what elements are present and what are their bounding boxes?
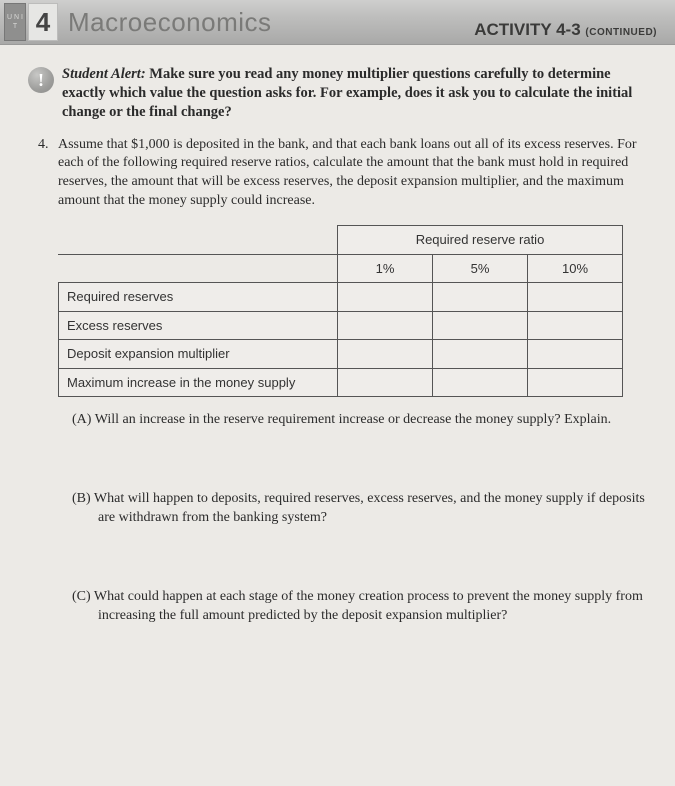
unit-badge: U N I T	[4, 3, 26, 41]
table-row: Required reserves	[59, 283, 623, 312]
header-bar: U N I T 4 Macroeconomics ACTIVITY 4-3 (C…	[0, 0, 675, 45]
question-number: 4.	[38, 136, 58, 155]
sub-question-c: (C) What could happen at each stage of t…	[72, 588, 653, 626]
alert-icon: !	[28, 67, 54, 93]
cell	[338, 283, 433, 312]
table-row: Maximum increase in the money supply	[59, 368, 623, 397]
row-label: Excess reserves	[59, 311, 338, 340]
subq-label: (C)	[72, 589, 91, 604]
question-text: Assume that $1,000 is deposited in the b…	[58, 137, 637, 209]
ratio-col-2: 10%	[528, 254, 623, 283]
table-row: Deposit expansion multiplier	[59, 340, 623, 369]
activity-continued: (CONTINUED)	[585, 27, 657, 38]
sub-question-b: (B) What will happen to deposits, requir…	[72, 490, 653, 528]
cell	[338, 311, 433, 340]
table-header-row-1: Required reserve ratio	[59, 226, 623, 255]
alert-lead: Student Alert:	[62, 66, 146, 82]
cell	[433, 340, 528, 369]
reserve-table: Required reserve ratio 1% 5% 10% Require…	[58, 225, 623, 397]
reserve-table-wrap: Required reserve ratio 1% 5% 10% Require…	[58, 225, 653, 397]
unit-number-text: 4	[36, 7, 50, 38]
row-label: Deposit expansion multiplier	[59, 340, 338, 369]
table-row: Excess reserves	[59, 311, 623, 340]
table-corner-blank-2	[59, 254, 338, 283]
cell	[528, 283, 623, 312]
row-label: Required reserves	[59, 283, 338, 312]
table-header-span: Required reserve ratio	[338, 226, 623, 255]
cell	[433, 368, 528, 397]
subq-label: (A)	[72, 412, 91, 427]
page: U N I T 4 Macroeconomics ACTIVITY 4-3 (C…	[0, 0, 675, 786]
ratio-col-1: 5%	[433, 254, 528, 283]
subq-text: What could happen at each stage of the m…	[94, 589, 643, 623]
question-4: 4.Assume that $1,000 is deposited in the…	[58, 136, 653, 212]
subq-label: (B)	[72, 491, 91, 506]
row-label: Maximum increase in the money supply	[59, 368, 338, 397]
alert-text: Student Alert: Make sure you read any mo…	[62, 65, 653, 122]
unit-number: 4	[28, 3, 58, 41]
table-header-row-2: 1% 5% 10%	[59, 254, 623, 283]
cell	[528, 311, 623, 340]
cell	[528, 340, 623, 369]
content: ! Student Alert: Make sure you read any …	[0, 45, 675, 666]
subject-title: Macroeconomics	[68, 7, 272, 38]
cell	[338, 340, 433, 369]
subq-text: What will happen to deposits, required r…	[94, 491, 645, 525]
ratio-col-0: 1%	[338, 254, 433, 283]
activity-code: ACTIVITY 4-3	[474, 20, 580, 39]
subq-text: Will an increase in the reserve requirem…	[95, 412, 611, 427]
cell	[433, 283, 528, 312]
table-corner-blank	[59, 226, 338, 255]
unit-letters: U N I T	[5, 13, 25, 31]
student-alert: ! Student Alert: Make sure you read any …	[28, 65, 653, 122]
activity-label: ACTIVITY 4-3 (CONTINUED)	[474, 20, 657, 40]
sub-question-a: (A) Will an increase in the reserve requ…	[72, 411, 653, 430]
alert-glyph: !	[38, 68, 44, 92]
alert-body: Make sure you read any money multiplier …	[62, 66, 632, 120]
cell	[338, 368, 433, 397]
cell	[433, 311, 528, 340]
cell	[528, 368, 623, 397]
